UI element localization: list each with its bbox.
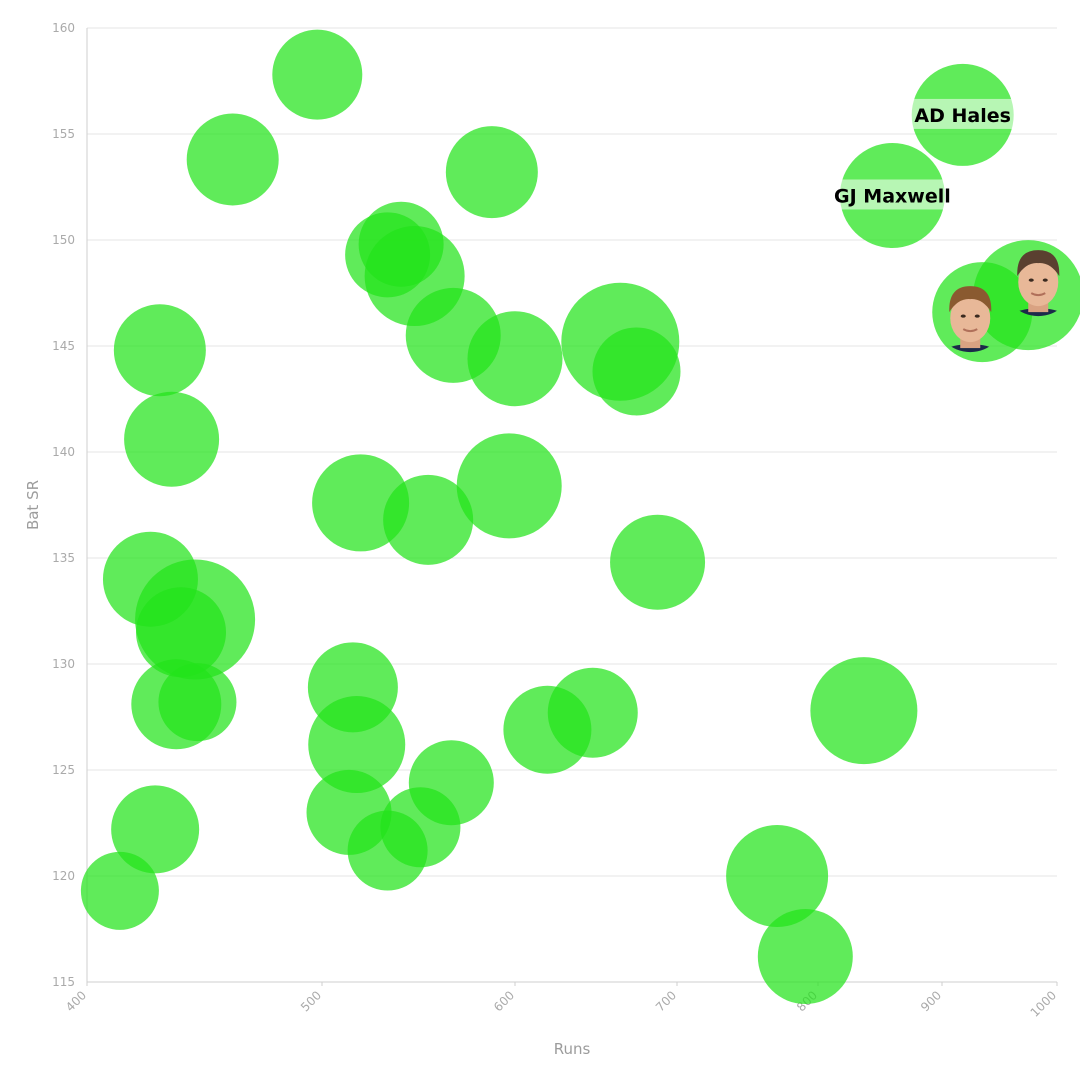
- data-bubble[interactable]: [467, 311, 563, 407]
- face-icon: [1004, 250, 1073, 317]
- x-tick-label: 500: [298, 988, 324, 1014]
- y-tick-label: 150: [52, 233, 75, 247]
- player-label: AD Hales: [910, 98, 1015, 129]
- data-bubble[interactable]: [547, 667, 638, 758]
- data-bubble[interactable]: [456, 433, 562, 539]
- data-bubble[interactable]: [408, 740, 494, 826]
- grid-layer: [87, 27, 1057, 983]
- face-icon: [936, 286, 1005, 353]
- data-bubble[interactable]: [726, 825, 829, 927]
- data-bubble[interactable]: [610, 514, 706, 610]
- data-bubble[interactable]: [445, 126, 538, 219]
- y-tick-label: 130: [52, 657, 75, 671]
- y-tick-label: 120: [52, 869, 75, 883]
- player-label-background: [830, 179, 955, 210]
- data-bubble[interactable]: [383, 474, 474, 565]
- y-tick-label: 115: [52, 975, 75, 989]
- player-label-text: GJ Maxwell: [834, 185, 951, 207]
- x-tick-label: 700: [653, 988, 679, 1014]
- x-tick-label: 900: [918, 988, 944, 1014]
- x-tick-label: 400: [63, 988, 89, 1014]
- x-axis-title: Runs: [554, 1040, 591, 1058]
- y-tick-label: 135: [52, 551, 75, 565]
- data-bubble[interactable]: [186, 113, 279, 206]
- y-axis-title: Bat SR: [24, 480, 42, 530]
- data-bubble[interactable]: [272, 29, 363, 120]
- y-tick-label: 145: [52, 339, 75, 353]
- bubble-layer: [80, 29, 1080, 1005]
- data-bubble[interactable]: [592, 327, 681, 416]
- data-bubble[interactable]: [810, 657, 918, 765]
- data-bubble[interactable]: [113, 304, 206, 397]
- data-bubble[interactable]: [80, 851, 159, 930]
- x-tick-label: 600: [491, 988, 517, 1014]
- x-tick-label: 1000: [1028, 988, 1059, 1019]
- player-1-avatar: [936, 286, 1005, 353]
- y-tick-label: 125: [52, 763, 75, 777]
- data-bubble[interactable]: [308, 696, 406, 794]
- data-bubble[interactable]: [124, 391, 220, 487]
- data-bubble[interactable]: [111, 785, 200, 874]
- annotation-layer: GJ Maxwell AD Hales: [830, 98, 1073, 353]
- y-tick-label: 155: [52, 127, 75, 141]
- player-label-background: [910, 98, 1015, 129]
- player-label: GJ Maxwell: [830, 179, 955, 210]
- y-tick-label: 160: [52, 21, 75, 35]
- data-bubble[interactable]: [136, 587, 226, 678]
- y-tick-label: 140: [52, 445, 75, 459]
- player-2-avatar: [1004, 250, 1073, 317]
- data-bubble[interactable]: [757, 909, 853, 1005]
- player-label-text: AD Hales: [914, 105, 1011, 127]
- data-bubble[interactable]: [158, 663, 237, 742]
